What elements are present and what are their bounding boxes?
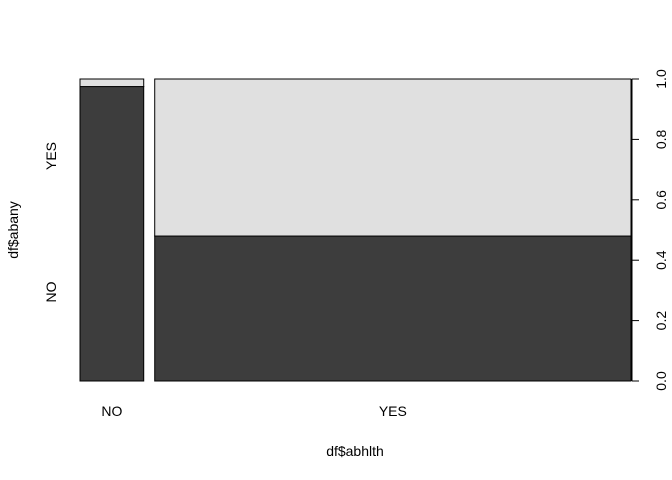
y-tick-labels: NO YES xyxy=(43,142,59,303)
x-tick-label-no: NO xyxy=(101,403,122,419)
right-axis-tick-label-1.0: 1.0 xyxy=(653,69,669,89)
tile-x-yes-y-yes xyxy=(154,78,632,237)
x-tick-labels: NO YES xyxy=(101,403,407,419)
x-axis-title: df$abhlth xyxy=(326,443,384,459)
right-axis: 0.0 0.2 0.4 0.6 0.8 1.0 xyxy=(631,69,669,391)
y-tick-label-yes: YES xyxy=(43,142,59,170)
y-tick-label-no: NO xyxy=(43,281,59,302)
right-axis-tick-label-0.4: 0.4 xyxy=(653,250,669,270)
tile-x-no-y-yes xyxy=(79,78,145,88)
right-axis-tick-label-0.2: 0.2 xyxy=(653,311,669,331)
mosaic-tiles xyxy=(79,78,632,382)
right-axis-tick-label-0.8: 0.8 xyxy=(653,129,669,149)
y-axis-title: df$abany xyxy=(5,201,21,259)
tile-x-no-y-no xyxy=(79,86,145,382)
right-axis-tick-label-0.0: 0.0 xyxy=(653,371,669,391)
x-tick-label-yes: YES xyxy=(379,403,407,419)
tile-x-yes-y-no xyxy=(154,235,632,382)
right-axis-tick-label-0.6: 0.6 xyxy=(653,190,669,210)
